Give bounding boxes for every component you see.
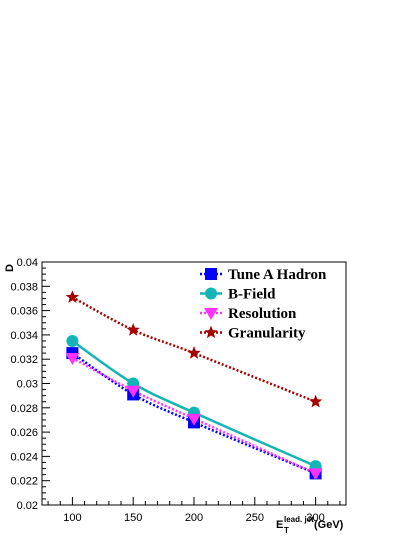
y-tick-label: 0.03 — [17, 379, 38, 391]
legend-label-b-field: B-Field — [228, 287, 276, 303]
x-tick-label: 250 — [246, 512, 264, 524]
y-tick-label: 0.026 — [10, 427, 38, 439]
series-line-granularity — [71, 296, 317, 403]
y-tick-label: 0.034 — [10, 330, 38, 342]
x-tick-label: 100 — [63, 512, 81, 524]
y-tick-label: 0.04 — [17, 257, 38, 269]
y-tick-label: 0.024 — [10, 451, 38, 463]
series-line-tune-a-hadron — [71, 352, 317, 475]
x-axis-title-sub: T — [284, 526, 289, 535]
data-point-granularity — [187, 346, 201, 359]
data-point-resolution — [308, 468, 323, 481]
legend-label-granularity: Granularity — [228, 326, 306, 342]
y-tick-label: 0.032 — [10, 354, 38, 366]
y-tick-label: 0.02 — [17, 500, 38, 512]
x-tick-label: 150 — [124, 512, 142, 524]
y-axis-title: D — [4, 264, 16, 272]
x-axis-title-sup: lead. jet — [284, 515, 314, 524]
legend-marker-granularity — [204, 325, 218, 339]
x-tick-label: 200 — [185, 512, 203, 524]
data-point-granularity — [65, 290, 80, 303]
series-line-b-field — [71, 339, 317, 468]
y-tick-label: 0.028 — [10, 403, 38, 415]
plot-frame — [41, 261, 347, 506]
x-axis-title-unit: (GeV) — [314, 519, 344, 531]
legend-marker-resolution — [204, 308, 218, 320]
y-tick-label: 0.036 — [10, 306, 38, 318]
legend-marker-b-field — [205, 287, 217, 300]
series-line-resolution — [71, 356, 317, 475]
y-tick-label: 0.038 — [10, 281, 38, 293]
legend-marker-tune-a-hadron — [205, 268, 217, 280]
x-tick-label: 300 — [306, 512, 324, 524]
data-point-resolution — [126, 385, 141, 398]
data-point-granularity — [126, 323, 140, 336]
y-tick-label: 0.022 — [10, 476, 38, 488]
data-point-resolution — [187, 413, 201, 426]
x-axis-title-main: E — [276, 519, 283, 531]
data-point-granularity — [308, 394, 323, 408]
data-point-b-field — [66, 334, 79, 347]
legend-label-tune-a-hadron: Tune A Hadron — [228, 267, 327, 283]
data-point-resolution — [65, 352, 80, 365]
legend-label-resolution: Resolution — [228, 306, 297, 322]
